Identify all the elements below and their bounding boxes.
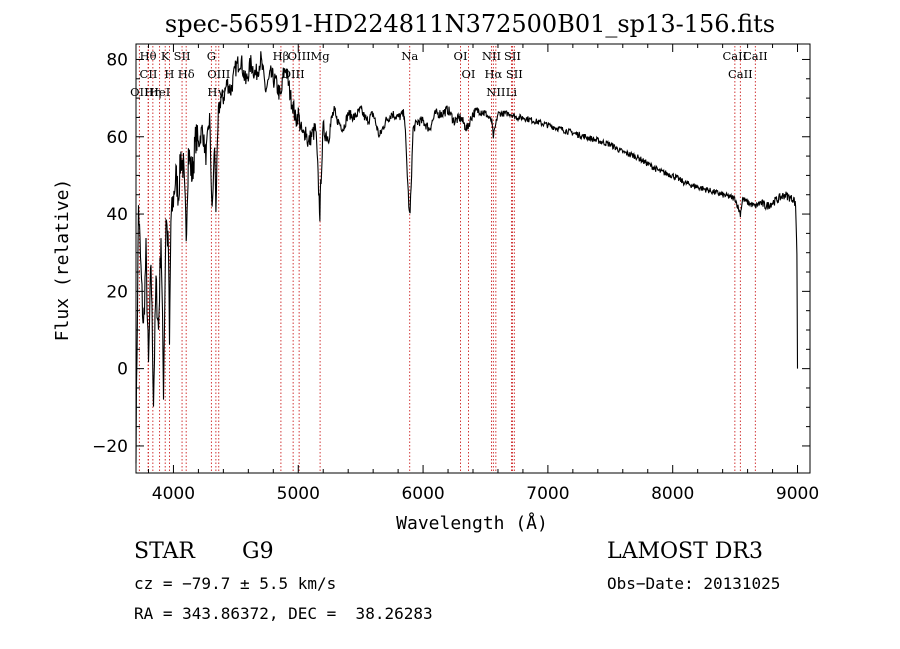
line-label-0: Hθ	[140, 49, 157, 63]
survey-name: LAMOST DR3	[607, 539, 763, 564]
line-label-4: HeI	[149, 85, 170, 99]
line-label-19: NII	[482, 49, 501, 63]
x-tick-label: 7000	[526, 484, 569, 504]
line-label-23: SII	[506, 67, 523, 81]
line-label-18: OI	[462, 67, 476, 81]
line-label-22: SII	[504, 49, 521, 63]
x-tick-label: 9000	[776, 484, 819, 504]
plot-frame	[135, 43, 811, 474]
axis-ticks: 4000 5000 6000 7000 8000 9000 −20 0 20 40 60 80	[92, 44, 819, 504]
x-tick-label: 5000	[277, 484, 320, 504]
x-axis-label: Wavelength (Å)	[396, 512, 548, 534]
y-axis-label: Flux (relative)	[52, 179, 73, 342]
line-label-1: CII	[140, 67, 158, 81]
line-label-10: OIII	[207, 67, 230, 81]
y-tick-label: 60	[106, 128, 128, 148]
line-label-11: Hγ	[207, 85, 224, 99]
line-label-3: Hη	[144, 85, 161, 99]
line-label-21: NII	[486, 85, 505, 99]
line-label-24: Li	[506, 85, 518, 99]
line-label-5: K	[161, 49, 170, 63]
spectrum-line	[135, 51, 799, 464]
x-tick-label: 6000	[401, 484, 444, 504]
line-label-20: Hα	[484, 67, 502, 81]
x-tick-label: 4000	[152, 484, 195, 504]
observation-date: Obs−Date: 20131025	[607, 574, 781, 593]
line-label-12: Hβ	[273, 49, 290, 63]
line-label-9: G	[207, 49, 216, 63]
line-label-7: SII	[174, 49, 191, 63]
line-label-14: OIII	[288, 49, 311, 63]
y-tick-label: −20	[92, 437, 128, 457]
line-label-8: Hδ	[178, 67, 195, 81]
y-tick-label: 20	[106, 282, 128, 302]
object-subclass: G9	[242, 539, 274, 564]
line-label-17: OI	[454, 49, 468, 63]
x-tick-label: 8000	[651, 484, 694, 504]
line-label-15: Mg	[311, 49, 331, 63]
line-label-6: H	[164, 67, 174, 81]
redshift-velocity: cz = −79.7 ± 5.5 km/s	[134, 574, 337, 593]
y-tick-label: 40	[106, 205, 128, 225]
line-label-25: CaII	[722, 49, 747, 63]
object-class: STAR	[134, 539, 195, 564]
line-label-16: Na	[401, 49, 418, 63]
y-tick-label: 0	[117, 360, 128, 380]
coordinates: RA = 343.86372, DEC = 38.26283	[134, 604, 433, 623]
line-label-13: OIII	[282, 67, 305, 81]
line-label-26: CaII	[728, 67, 753, 81]
y-tick-label: 80	[106, 50, 128, 70]
chart-title: spec-56591-HD224811N372500B01_sp13-156.f…	[165, 10, 775, 38]
line-label-2: OII	[130, 85, 149, 99]
line-label-27: CaII	[743, 49, 768, 63]
